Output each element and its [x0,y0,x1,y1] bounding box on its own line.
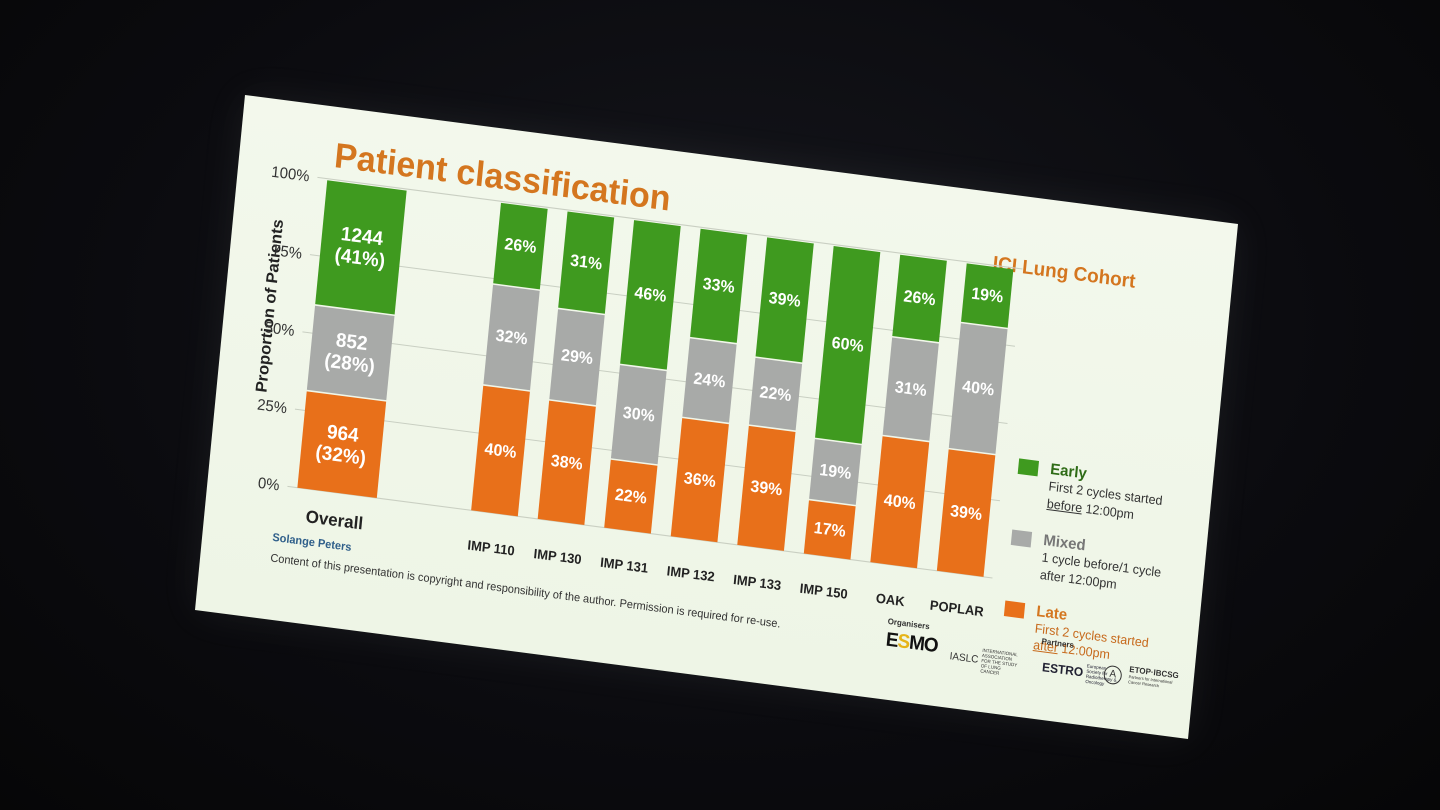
data-label: 1244 [340,223,384,251]
legend-swatch-early [1017,458,1040,477]
data-label: 39% [768,289,802,311]
data-label: 31% [569,251,603,273]
bar-segment-late [604,459,658,534]
bar-segment-late [471,385,530,517]
stacked-bar-chart: 0%25%50%75%100%964(32%)852(28%)1244(41%)… [256,163,1023,620]
data-label: 19% [970,284,1004,306]
x-category-label: Overall [305,506,364,534]
legend-early-before: before [1046,496,1083,516]
projected-slide: Patient classification ICI Lung Cohort P… [195,95,1238,739]
data-label: 29% [560,346,594,368]
bar-segment-mixed [882,337,939,441]
data-label: 40% [484,440,518,462]
bar-segment-mixed [809,439,862,505]
bar-segment-mixed [306,305,395,401]
gridline [317,176,1023,270]
bar-segment-late [297,391,387,499]
bar-segment-early [558,211,615,314]
esmo-logo-mo: MO [908,631,939,658]
x-category-label: IMP 131 [600,554,649,575]
x-category-label: IMP 110 [467,537,516,558]
bar-segment-late [537,400,596,525]
bar-segment-mixed [748,357,803,431]
data-label: 19% [819,461,853,483]
data-label: 46% [634,284,668,306]
data-label: 30% [622,403,656,425]
legend-swatch-mixed [1010,529,1033,548]
data-label: 39% [750,477,784,499]
legend: Early First 2 cycles started before 12:0… [999,456,1203,692]
data-label: 36% [683,469,717,491]
bar-segment-mixed [948,323,1008,454]
data-label: 22% [759,383,793,405]
legend-swatch-late [1003,600,1026,619]
iaslc-logo-text: IASLC [949,650,979,666]
data-label: 39% [949,502,983,524]
data-label: 60% [831,334,865,356]
y-tick-label: 25% [256,396,288,417]
data-label: 26% [903,287,937,309]
y-tick-label: 50% [264,319,296,340]
y-tick-label: 0% [257,475,281,495]
bar-segment-early [961,263,1014,328]
x-category-label: IMP 133 [733,572,782,593]
bar-segment-late [737,425,796,551]
data-label: 33% [702,275,736,297]
x-category-label: POPLAR [929,597,985,619]
x-category-label: IMP 130 [533,546,582,567]
legend-item-late: Late First 2 cycles started after 12:00p… [1001,598,1190,674]
bar-segment-early [815,246,881,444]
bar-segment-mixed [682,338,737,423]
bar-segment-mixed [483,284,540,391]
bar-segment-late [936,449,996,577]
data-label: 852 [335,329,369,355]
x-category-label: IMP 132 [666,563,715,584]
bar-segment-early [493,202,548,290]
y-tick-label: 100% [271,163,311,185]
bar-segment-early [315,180,407,315]
data-label: 964 [326,421,360,447]
data-label: 32% [495,326,529,348]
bar-segment-early [620,220,681,370]
bar-segment-late [670,418,729,543]
data-label: 38% [550,452,584,474]
data-label: 17% [813,519,847,541]
data-label: 26% [504,235,538,257]
x-category-label: IMP 150 [799,580,848,601]
x-category-label: OAK [875,590,906,609]
estro-logo-text: ESTRO [1041,659,1084,680]
data-label: 31% [894,378,928,400]
bar-segment-late [803,500,856,560]
iaslc-logo-sub: INTERNATIONAL ASSOCIATION FOR THE STUDY … [980,647,1018,676]
bar-segment-early [892,254,947,343]
data-label: 40% [961,377,995,399]
data-label: 40% [883,491,917,513]
bar-segment-late [870,436,930,569]
legend-item-mixed: Mixed 1 cycle before/1 cycle after 12:00… [1007,527,1196,603]
data-label: 24% [693,369,727,391]
y-tick-label: 75% [271,242,303,263]
bar-segment-mixed [549,309,605,406]
bar-segment-mixed [610,365,667,465]
data-label: 22% [614,485,648,507]
esmo-logo: ESMO [885,629,939,658]
legend-item-early: Early First 2 cycles started before 12:0… [1014,456,1203,532]
bar-segment-early [690,228,748,343]
bar-segment-early [755,237,814,363]
